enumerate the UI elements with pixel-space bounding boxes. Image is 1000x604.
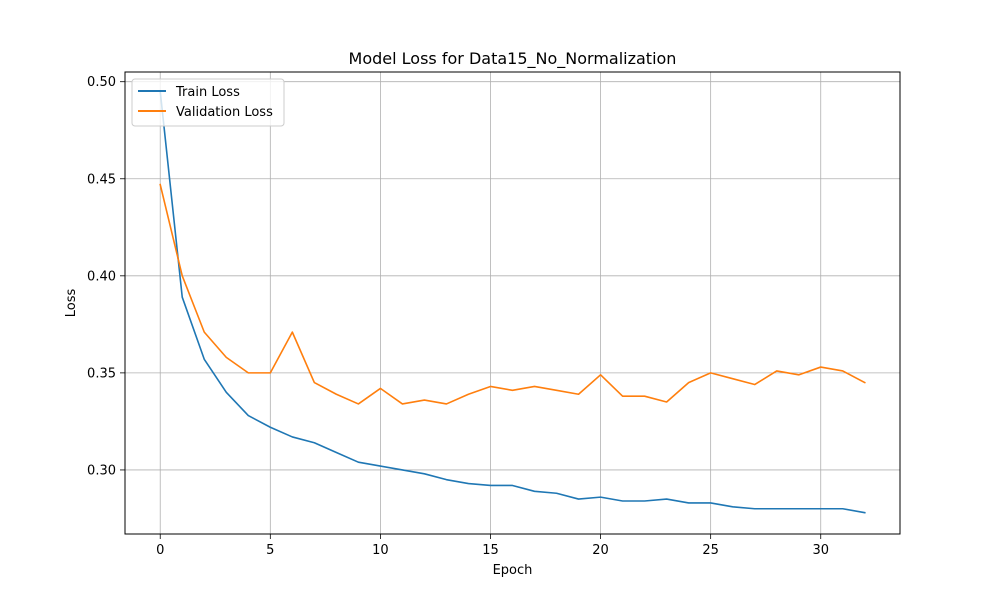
y-tick-label: 0.35 <box>87 366 116 381</box>
y-tick-label: 0.50 <box>87 75 116 90</box>
y-axis-ticks: 0.30 0.35 0.40 0.45 0.50 <box>87 75 125 478</box>
legend-label-validation-loss: Validation Loss <box>176 105 273 120</box>
series-line-train-loss <box>159 90 866 514</box>
x-tick-label: 0 <box>156 543 164 558</box>
x-axis-ticks: 0 5 10 15 20 25 30 <box>156 534 829 558</box>
y-tick-label: 0.30 <box>87 463 116 478</box>
y-tick-label: 0.45 <box>87 172 116 187</box>
x-tick-label: 30 <box>812 543 829 558</box>
legend-label-train-loss: Train Loss <box>175 85 240 100</box>
y-tick-label: 0.40 <box>87 269 116 284</box>
x-tick-label: 10 <box>372 543 389 558</box>
plot-frame <box>124 71 901 535</box>
x-tick-label: 15 <box>482 543 499 558</box>
chart-title: Model Loss for Data15_No_Normalization <box>349 49 677 69</box>
legend: Train Loss Validation Loss <box>131 78 285 127</box>
series-lines <box>159 90 866 514</box>
x-axis-label: Epoch <box>493 563 533 578</box>
x-tick-label: 25 <box>702 543 719 558</box>
x-tick-label: 5 <box>266 543 274 558</box>
legend-box <box>131 78 285 127</box>
y-axis-label: Loss <box>64 289 79 318</box>
x-tick-label: 20 <box>592 543 609 558</box>
series-line-validation-loss <box>159 183 866 405</box>
